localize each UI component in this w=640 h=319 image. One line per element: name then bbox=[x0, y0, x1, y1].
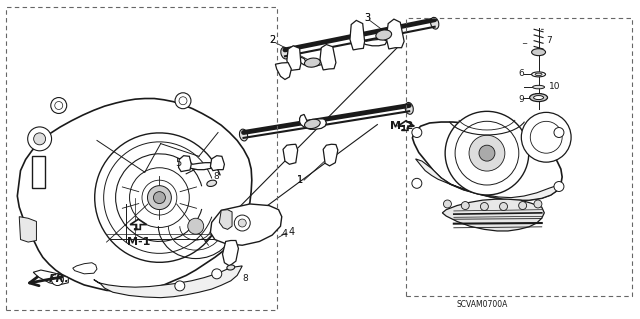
Polygon shape bbox=[415, 159, 561, 200]
Circle shape bbox=[444, 200, 451, 208]
Bar bbox=[406, 18, 632, 296]
Polygon shape bbox=[186, 160, 212, 170]
Polygon shape bbox=[320, 45, 336, 70]
Polygon shape bbox=[412, 122, 562, 200]
Circle shape bbox=[34, 133, 45, 145]
Ellipse shape bbox=[431, 17, 439, 29]
Text: M-1: M-1 bbox=[127, 237, 150, 247]
Polygon shape bbox=[211, 156, 225, 171]
Polygon shape bbox=[33, 270, 68, 285]
Polygon shape bbox=[300, 115, 326, 129]
Circle shape bbox=[175, 281, 185, 291]
Ellipse shape bbox=[532, 49, 545, 56]
Circle shape bbox=[234, 215, 250, 231]
Ellipse shape bbox=[532, 72, 545, 77]
Polygon shape bbox=[223, 241, 239, 266]
Text: 3: 3 bbox=[365, 13, 371, 23]
Circle shape bbox=[179, 97, 187, 105]
Polygon shape bbox=[220, 210, 232, 229]
Text: 1: 1 bbox=[296, 175, 303, 185]
Polygon shape bbox=[350, 20, 365, 50]
Circle shape bbox=[412, 178, 422, 188]
Polygon shape bbox=[397, 121, 414, 130]
Polygon shape bbox=[283, 144, 298, 164]
Ellipse shape bbox=[227, 265, 235, 270]
Circle shape bbox=[51, 274, 63, 286]
Text: 6: 6 bbox=[518, 69, 524, 78]
Circle shape bbox=[554, 128, 564, 137]
Circle shape bbox=[534, 200, 542, 208]
Text: 8: 8 bbox=[243, 274, 248, 283]
Circle shape bbox=[51, 98, 67, 114]
Circle shape bbox=[445, 111, 529, 195]
Polygon shape bbox=[323, 144, 338, 166]
Circle shape bbox=[469, 135, 505, 171]
Circle shape bbox=[518, 202, 527, 210]
Circle shape bbox=[147, 186, 172, 210]
Polygon shape bbox=[300, 57, 325, 66]
Circle shape bbox=[461, 202, 469, 210]
Circle shape bbox=[212, 269, 221, 279]
Text: SCVAM0700A: SCVAM0700A bbox=[457, 300, 508, 308]
Ellipse shape bbox=[532, 85, 545, 89]
Text: 2: 2 bbox=[269, 35, 275, 45]
Text: 8: 8 bbox=[213, 173, 219, 182]
Ellipse shape bbox=[281, 47, 289, 59]
Polygon shape bbox=[94, 266, 243, 298]
Ellipse shape bbox=[535, 73, 542, 76]
Ellipse shape bbox=[305, 58, 320, 67]
Ellipse shape bbox=[534, 96, 543, 100]
Text: 7: 7 bbox=[546, 36, 552, 45]
Polygon shape bbox=[19, 217, 36, 242]
Circle shape bbox=[522, 112, 571, 162]
Polygon shape bbox=[287, 46, 301, 70]
Text: ─: ─ bbox=[522, 41, 526, 47]
Circle shape bbox=[481, 203, 488, 211]
Ellipse shape bbox=[405, 102, 413, 114]
Polygon shape bbox=[32, 156, 45, 188]
Circle shape bbox=[175, 93, 191, 109]
Polygon shape bbox=[275, 63, 291, 79]
Polygon shape bbox=[73, 263, 97, 274]
Polygon shape bbox=[442, 199, 544, 231]
Polygon shape bbox=[130, 219, 147, 229]
Text: 4: 4 bbox=[282, 229, 288, 239]
Circle shape bbox=[412, 128, 422, 137]
Circle shape bbox=[188, 218, 204, 234]
Circle shape bbox=[500, 203, 508, 211]
Text: 10: 10 bbox=[549, 82, 561, 91]
Text: M-2: M-2 bbox=[390, 121, 413, 131]
Ellipse shape bbox=[530, 93, 548, 101]
Polygon shape bbox=[360, 36, 387, 46]
Text: FR.: FR. bbox=[49, 274, 70, 284]
Circle shape bbox=[28, 127, 52, 151]
Circle shape bbox=[154, 192, 165, 204]
Text: 2: 2 bbox=[269, 35, 275, 45]
Text: 9: 9 bbox=[518, 95, 524, 104]
Ellipse shape bbox=[239, 129, 248, 141]
Text: 3: 3 bbox=[365, 13, 371, 23]
Circle shape bbox=[455, 121, 519, 185]
Text: 5: 5 bbox=[175, 158, 181, 168]
Polygon shape bbox=[17, 99, 252, 291]
Circle shape bbox=[55, 101, 63, 109]
Bar bbox=[6, 7, 277, 310]
Polygon shape bbox=[211, 204, 282, 245]
Circle shape bbox=[238, 219, 246, 227]
Polygon shape bbox=[387, 19, 404, 49]
Polygon shape bbox=[179, 156, 191, 172]
Circle shape bbox=[531, 121, 562, 153]
Circle shape bbox=[554, 182, 564, 191]
Ellipse shape bbox=[305, 119, 320, 129]
Ellipse shape bbox=[376, 30, 392, 40]
Ellipse shape bbox=[207, 180, 216, 187]
Circle shape bbox=[479, 145, 495, 161]
Text: 4: 4 bbox=[288, 227, 294, 237]
Text: 1: 1 bbox=[296, 175, 303, 185]
